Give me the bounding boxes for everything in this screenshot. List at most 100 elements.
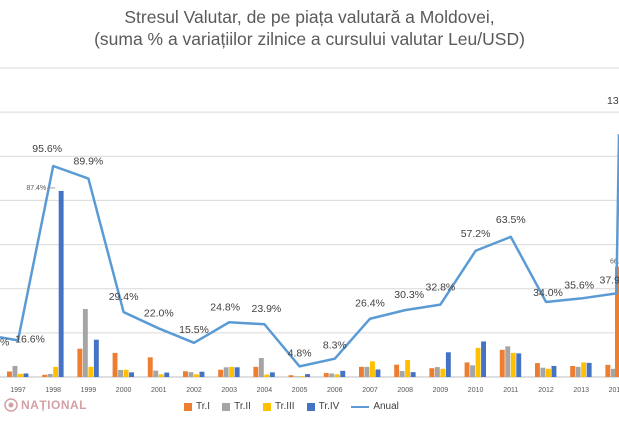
bar-partial-right xyxy=(615,266,619,377)
legend-swatch-tr2 xyxy=(222,402,231,411)
bar-tri-2002 xyxy=(183,371,188,377)
x-tick-label-2008: 2008 xyxy=(397,387,413,394)
bar-triv-2010 xyxy=(481,341,486,377)
bar-trii-1998 xyxy=(47,373,53,377)
legend-item-anual: Anual xyxy=(351,401,399,412)
chart-title: Stresul Valutar, de pe piața valutară a … xyxy=(0,6,619,50)
bar-tri-2009 xyxy=(429,368,435,377)
line-label-2009: 32.8% xyxy=(426,282,456,294)
x-tick-label-2013: 2013 xyxy=(573,387,589,394)
bar-trii-2010 xyxy=(470,365,475,377)
x-tick-label-2010: 2010 xyxy=(468,387,484,394)
bar-trii-2001 xyxy=(153,370,159,377)
bar-triv-2007 xyxy=(375,369,381,377)
bar-triii-1998 xyxy=(53,366,59,377)
bar-trii-1999 xyxy=(82,309,88,377)
bar-tri-2003 xyxy=(218,369,224,377)
bar-triv-1998 xyxy=(58,190,64,377)
line-label-1998: 95.6% xyxy=(32,143,62,155)
bar-tri-2010 xyxy=(464,362,470,377)
bar-triv-2012 xyxy=(551,365,557,377)
bar-trii-2000 xyxy=(118,369,123,377)
bar-triii-2010 xyxy=(475,347,481,377)
bar-triii-2013 xyxy=(581,362,587,377)
line-label-2011: 63.5% xyxy=(496,214,526,226)
line-label-2006: 8.3% xyxy=(323,340,347,352)
legend-item-tr1: Tr.I xyxy=(184,401,210,412)
bar-triii-2007 xyxy=(370,361,375,377)
legend-label-tr4: Tr.IV xyxy=(318,401,340,412)
logo-icon xyxy=(4,398,18,412)
line-label-2005: 4.8% xyxy=(288,347,312,359)
bar-triii-2011 xyxy=(510,352,516,377)
line-label-2007: 26.4% xyxy=(355,298,385,310)
bar-tri-2008 xyxy=(394,364,400,377)
bar-tri-2007 xyxy=(359,366,364,377)
bar-triv-1999 xyxy=(93,339,99,377)
x-tick-label-2000: 2000 xyxy=(116,387,132,394)
bar-triii-2008 xyxy=(405,360,411,377)
bar-triii-2009 xyxy=(440,368,446,377)
line-label-2010: 57.2% xyxy=(461,228,491,240)
legend-swatch-anual xyxy=(351,405,370,408)
bar-triii-2002 xyxy=(194,374,199,377)
legend-swatch-tr1 xyxy=(184,402,192,411)
bar-triii-2005 xyxy=(299,376,305,377)
legend-item-tr4: Tr.IV xyxy=(306,401,340,412)
bar-triv-2005 xyxy=(305,374,310,377)
line-label-2014: 37.9% xyxy=(600,274,619,286)
legend-swatch-tr3 xyxy=(262,402,271,411)
chart-title-line1: Stresul Valutar, de pe piața valutară a … xyxy=(124,7,495,27)
x-tick-label-2003: 2003 xyxy=(221,387,237,394)
bar-tri-2012 xyxy=(535,363,540,377)
chart-legend: Tr.I Tr.II Tr.III Tr.IV Anual xyxy=(184,401,399,412)
bar-triii-1997 xyxy=(18,373,23,377)
bar-trii-2008 xyxy=(399,371,405,377)
bar-triv-2011 xyxy=(516,353,522,377)
bar-tri-2014 xyxy=(605,364,611,377)
bar-trii-2004 xyxy=(258,358,264,377)
national-logo: NAȚIONAL xyxy=(4,398,87,412)
legend-item-tr2: Tr.II xyxy=(222,401,251,412)
x-tick-label-2009: 2009 xyxy=(433,387,449,394)
bar-triii-2004 xyxy=(264,374,270,377)
bar-triv-2001 xyxy=(164,372,170,377)
bar-triv-2003 xyxy=(234,367,240,377)
legend-label-tr1: Tr.I xyxy=(196,401,211,412)
x-tick-label-2012: 2012 xyxy=(538,387,554,394)
line-label-2012: 34.0% xyxy=(533,287,563,299)
bar-tri-2013 xyxy=(570,365,576,377)
line-label-2002: 15.5% xyxy=(179,324,209,336)
bar-trii-2014 xyxy=(610,368,616,377)
legend-item-tr3: Tr.III xyxy=(262,401,295,412)
legend-swatch-tr4 xyxy=(306,402,315,411)
bar-trii-2003 xyxy=(223,367,229,377)
legend-label-tr3: Tr.III xyxy=(274,401,295,412)
x-tick-label-1999: 1999 xyxy=(81,387,97,394)
x-tick-label-1998: 1998 xyxy=(45,387,61,394)
bar-triv-2008 xyxy=(410,372,416,377)
anual-line xyxy=(0,134,619,368)
line-label-2008: 30.3% xyxy=(394,289,424,301)
bar-tri-2006 xyxy=(323,373,329,377)
bar-triii-2012 xyxy=(546,368,551,377)
bar-triv-2009 xyxy=(445,352,451,377)
chart-title-line2: (suma % a variațiilor zilnice a cursului… xyxy=(94,29,525,49)
bar-trii-2007 xyxy=(364,366,370,377)
x-tick-label-2005: 2005 xyxy=(292,387,308,394)
line-label-2000: 29.4% xyxy=(109,291,139,303)
line-label-2001: 22.0% xyxy=(144,307,174,319)
legend-label-tr2: Tr.II xyxy=(234,401,251,412)
line-label-partial-right: 13 xyxy=(607,95,619,107)
bar-tri-2001 xyxy=(147,357,153,377)
x-tick-label-2002: 2002 xyxy=(186,387,202,394)
bar-triv-2013 xyxy=(586,362,592,377)
x-tick-label-2007: 2007 xyxy=(362,387,378,394)
line-label-1999: 89.9% xyxy=(74,156,104,168)
bar-trii-2012 xyxy=(540,367,546,377)
x-tick-label-2014: 2014 xyxy=(609,387,619,394)
x-tick-label-1997: 1997 xyxy=(10,387,26,394)
legend-label-anual: Anual xyxy=(373,401,399,412)
line-label-2013: 35.6% xyxy=(564,279,594,291)
